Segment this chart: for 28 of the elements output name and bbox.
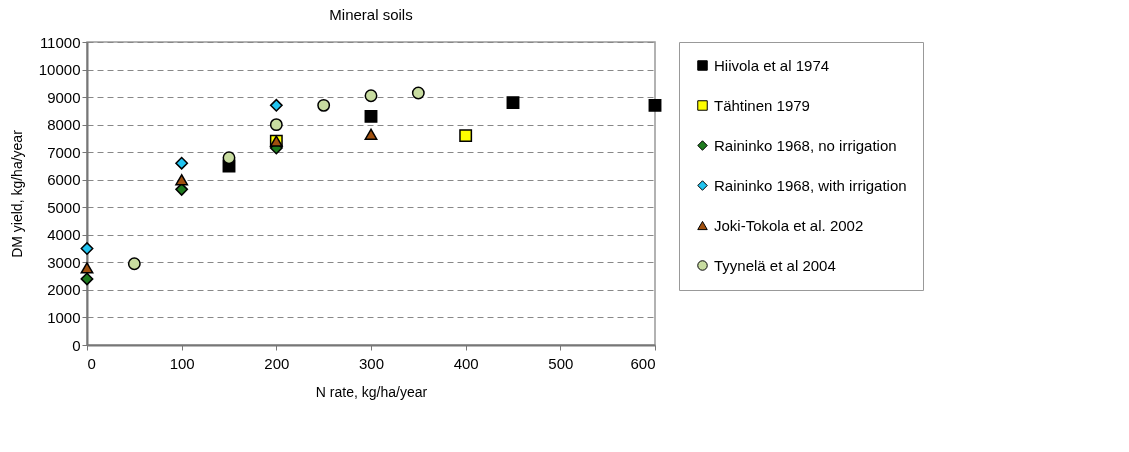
y-tick-label: 3000 (47, 253, 81, 271)
x-axis-title: N rate, kg/ha/year (315, 383, 428, 400)
legend-label: Hiivola et al 1974 (714, 56, 830, 74)
y-tick-label: 7000 (47, 143, 81, 161)
x-tick-label: 500 (548, 354, 574, 372)
y-tick-label: 10000 (38, 61, 81, 79)
x-tick-label: 100 (169, 354, 195, 372)
x-tick-label: 0 (87, 354, 96, 372)
x-tick-label: 400 (453, 354, 479, 372)
legend-label: Tyynelä et al 2004 (714, 256, 836, 274)
legend-label: Tähtinen 1979 (714, 96, 810, 114)
chart-title: Mineral soils (329, 6, 413, 23)
y-tick-label: 9000 (47, 88, 81, 106)
legend-label: Joki-Tokola et al. 2002 (714, 216, 864, 234)
x-tick-label: 200 (264, 354, 290, 372)
x-tick-label: 300 (358, 354, 385, 372)
legend-label: Raininko 1968, no irrigation (714, 136, 897, 154)
y-tick-label: 1000 (47, 308, 81, 326)
y-tick-label: 0 (72, 336, 81, 354)
legend-label: Raininko 1968, with irrigation (714, 176, 907, 194)
y-tick-label: 11000 (39, 33, 81, 51)
y-tick-label: 2000 (47, 281, 81, 299)
y-tick-label: 5000 (47, 198, 81, 216)
x-tick-label: 600 (630, 354, 656, 372)
y-tick-label: 4000 (47, 226, 81, 244)
y-axis-title: DM yield, kg/ha/year (8, 129, 25, 258)
y-tick-label: 8000 (47, 116, 81, 134)
y-tick-label: 6000 (47, 171, 81, 189)
